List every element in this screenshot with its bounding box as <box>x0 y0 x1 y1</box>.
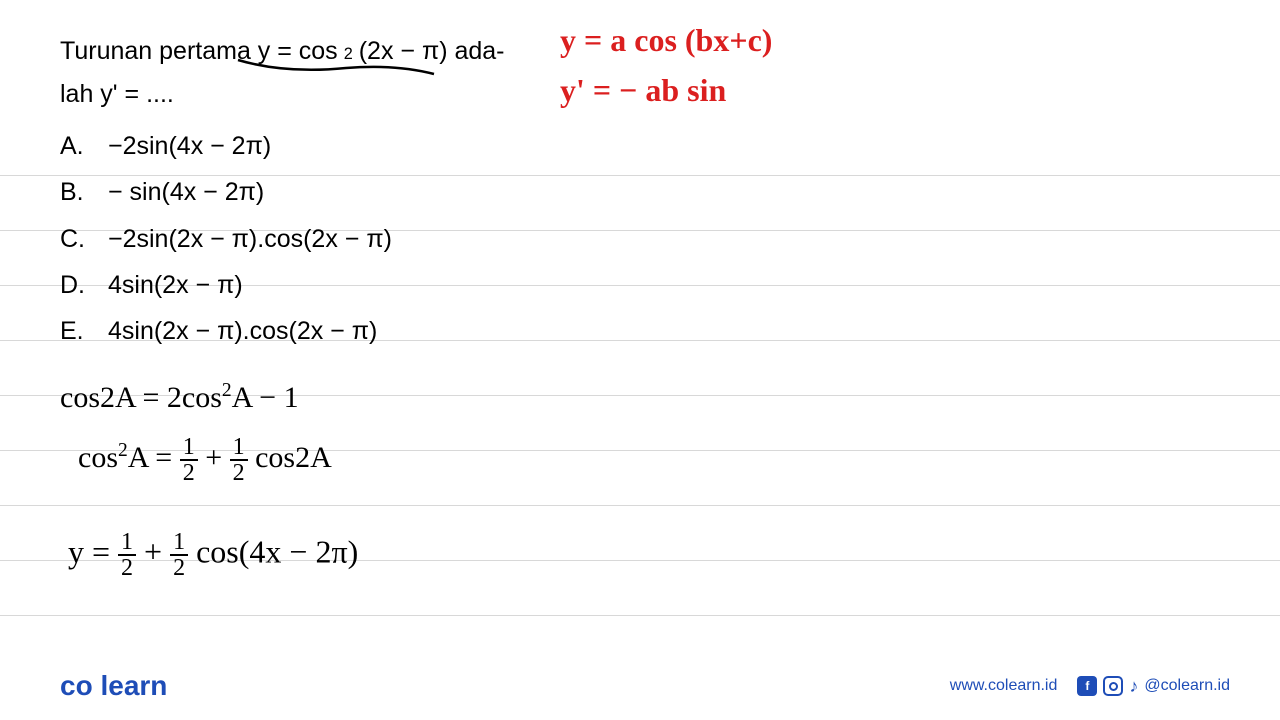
logo: co learn <box>60 670 167 702</box>
hw-text: cos2A <box>255 441 332 474</box>
hw-sup: 2 <box>118 440 128 461</box>
frac-numerator: 1 <box>170 530 188 556</box>
ruled-line <box>0 615 1280 616</box>
handwritten-red-line-2: y' = − ab sin <box>560 72 726 109</box>
ruled-line <box>0 505 1280 506</box>
underline-curve-icon <box>236 56 436 80</box>
footer-right: www.colearn.id f ♪ @colearn.id <box>950 676 1230 697</box>
handwritten-black-line-3: y = 1 2 + 1 2 cos(4x − 2π) <box>68 530 358 580</box>
option-text: 4sin(2x − π) <box>108 262 243 308</box>
frac-denominator: 2 <box>180 461 198 485</box>
logo-co: co <box>60 670 93 701</box>
option-b: B. − sin(4x − 2π) <box>60 169 1240 215</box>
hw-sup: 2 <box>222 380 232 401</box>
handwritten-black-line-1: cos2A = 2cos2A − 1 <box>60 380 299 415</box>
frac-numerator: 1 <box>230 435 248 461</box>
hw-text: cos <box>78 441 118 474</box>
hw-text: A − 1 <box>232 381 299 414</box>
option-text: − sin(4x − 2π) <box>108 169 264 215</box>
social-handle: @colearn.id <box>1144 677 1230 695</box>
option-letter: A. <box>60 123 84 169</box>
hw-text: y = <box>68 533 118 569</box>
logo-learn: learn <box>100 670 167 701</box>
option-c: C. −2sin(2x − π).cos(2x − π) <box>60 216 1240 262</box>
hw-text: cos(4x − 2π) <box>196 533 358 569</box>
frac-denominator: 2 <box>118 556 136 580</box>
option-letter: C. <box>60 216 84 262</box>
frac-numerator: 1 <box>180 435 198 461</box>
instagram-icon <box>1103 676 1123 696</box>
options-list: A. −2sin(4x − 2π) B. − sin(4x − 2π) C. −… <box>60 123 1240 354</box>
fraction: 1 2 <box>170 530 188 580</box>
frac-denominator: 2 <box>230 461 248 485</box>
hw-text: A = <box>128 441 180 474</box>
page-container: Turunan pertama y = cos2 (2x − π) ada- l… <box>0 0 1280 720</box>
option-d: D. 4sin(2x − π) <box>60 262 1240 308</box>
option-a: A. −2sin(4x − 2π) <box>60 123 1240 169</box>
handwritten-black-line-2: cos2A = 1 2 + 1 2 cos2A <box>78 435 332 485</box>
fraction: 1 2 <box>118 530 136 580</box>
option-text: 4sin(2x − π).cos(2x − π) <box>108 308 377 354</box>
option-text: −2sin(4x − 2π) <box>108 123 271 169</box>
option-letter: D. <box>60 262 84 308</box>
fraction: 1 2 <box>180 435 198 485</box>
fraction: 1 2 <box>230 435 248 485</box>
frac-denominator: 2 <box>170 556 188 580</box>
tiktok-icon: ♪ <box>1129 676 1138 697</box>
option-letter: B. <box>60 169 84 215</box>
footer: co learn www.colearn.id f ♪ @colearn.id <box>60 670 1230 702</box>
frac-numerator: 1 <box>118 530 136 556</box>
option-e: E. 4sin(2x − π).cos(2x − π) <box>60 308 1240 354</box>
hw-text: cos2A = 2cos <box>60 381 222 414</box>
hw-text: + <box>144 533 170 569</box>
hw-text: + <box>205 441 229 474</box>
option-letter: E. <box>60 308 84 354</box>
social-icons: f ♪ @colearn.id <box>1077 676 1230 697</box>
facebook-icon: f <box>1077 676 1097 696</box>
handwritten-red-line-1: y = a cos (bx+c) <box>560 22 772 59</box>
option-text: −2sin(2x − π).cos(2x − π) <box>108 216 392 262</box>
footer-url: www.colearn.id <box>950 677 1058 695</box>
